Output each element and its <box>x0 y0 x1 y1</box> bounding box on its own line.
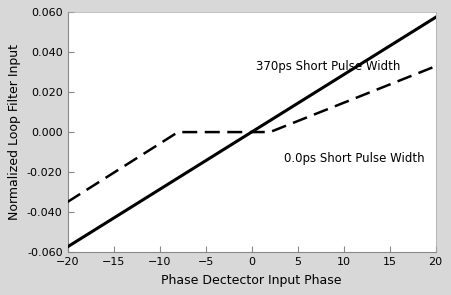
Y-axis label: Normalized Loop Filter Input: Normalized Loop Filter Input <box>8 44 21 220</box>
Text: 0.0ps Short Pulse Width: 0.0ps Short Pulse Width <box>284 152 424 165</box>
Text: 370ps Short Pulse Width: 370ps Short Pulse Width <box>256 60 400 73</box>
X-axis label: Phase Dectector Input Phase: Phase Dectector Input Phase <box>161 274 342 287</box>
